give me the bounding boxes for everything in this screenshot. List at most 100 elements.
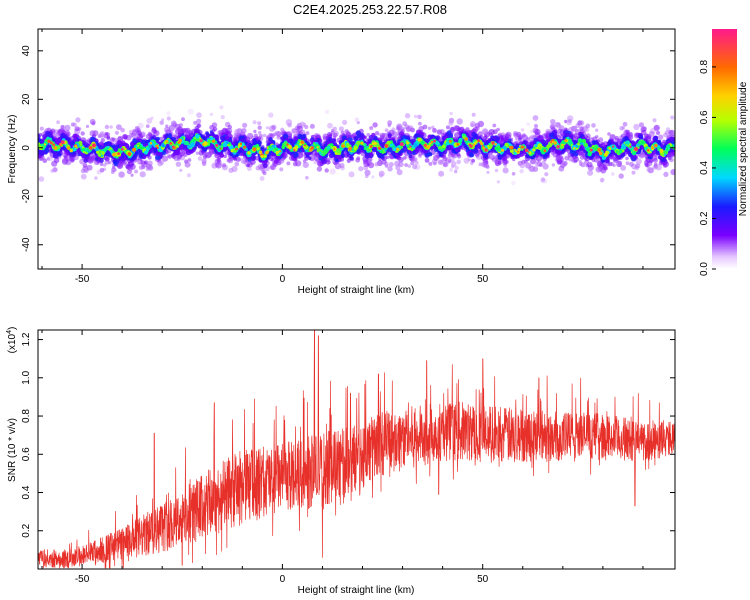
heatmap-cell xyxy=(173,155,180,161)
heatmap-cell xyxy=(50,169,54,173)
heatmap-cell xyxy=(100,137,106,143)
heatmap-cell xyxy=(449,167,454,172)
heatmap-cell xyxy=(196,118,202,124)
heatmap-cell xyxy=(253,129,257,133)
heatmap-cell xyxy=(138,165,144,171)
heatmap-cell xyxy=(282,133,289,139)
heatmap-cell xyxy=(143,160,149,165)
heatmap-cell xyxy=(214,162,220,168)
heatmap-cell xyxy=(511,180,516,186)
heatmap-cell xyxy=(187,158,192,162)
heatmap-cell xyxy=(391,131,398,138)
heatmap-cell xyxy=(619,126,624,131)
heatmap-cell xyxy=(475,153,480,158)
heatmap-cell xyxy=(571,158,576,163)
heatmap-cell xyxy=(639,152,645,158)
heatmap-cell xyxy=(579,126,584,131)
heatmap-cell xyxy=(259,176,265,181)
heatmap-cell xyxy=(139,171,146,178)
heatmap-cell xyxy=(80,168,86,174)
heatmap-cell xyxy=(47,155,53,162)
heatmap-cell xyxy=(56,120,60,125)
heatmap-cell xyxy=(528,141,533,146)
heatmap-cell xyxy=(502,167,509,174)
heatmap-cell xyxy=(97,157,101,161)
heatmap-cell xyxy=(123,134,128,140)
heatmap-cell xyxy=(118,171,125,178)
heatmap-cell xyxy=(483,163,488,168)
heatmap-cell xyxy=(373,135,378,140)
heatmap-cell xyxy=(567,119,572,123)
heatmap-cell xyxy=(664,130,670,136)
heatmap-cell xyxy=(371,175,375,179)
heatmap-cell xyxy=(404,124,410,130)
heatmap-cell xyxy=(544,172,549,177)
heatmap-cell xyxy=(82,163,88,168)
heatmap-cell xyxy=(528,165,535,172)
heatmap-cell xyxy=(396,169,403,176)
heatmap-cell xyxy=(338,126,344,132)
heatmap-cell xyxy=(99,133,104,137)
heatmap-cell xyxy=(364,169,371,176)
heatmap-cell xyxy=(184,161,191,168)
heatmap-cell xyxy=(432,127,437,133)
heatmap-cell xyxy=(341,154,345,159)
chart-title: C2E4.2025.253.22.57.R08 xyxy=(293,2,447,17)
heatmap-cell xyxy=(439,159,444,164)
heatmap-cell xyxy=(270,165,275,170)
heatmap-cell xyxy=(280,136,284,141)
heatmap-cell xyxy=(668,129,675,136)
heatmap-cell xyxy=(556,122,561,127)
heatmap-cell xyxy=(202,160,206,164)
heatmap-cell xyxy=(587,169,594,176)
heatmap-cell xyxy=(181,117,185,122)
heatmap-cell xyxy=(193,120,198,125)
heatmap-cell xyxy=(104,156,110,162)
heatmap-cell xyxy=(116,124,122,130)
heatmap-cell xyxy=(451,164,455,169)
heatmap-cell xyxy=(275,155,280,160)
heatmap-cell xyxy=(431,125,435,129)
heatmap-cell xyxy=(246,163,250,168)
heatmap-cell xyxy=(554,122,558,126)
heatmap-cell xyxy=(388,162,394,167)
heatmap-cell xyxy=(538,156,543,161)
heatmap-cell xyxy=(219,105,224,110)
heatmap-cell xyxy=(64,124,71,131)
heatmap-cell xyxy=(365,174,369,179)
heatmap-cell xyxy=(438,170,445,177)
heatmap-cell xyxy=(378,157,382,162)
heatmap-cell xyxy=(122,161,127,166)
heatmap-cell xyxy=(45,130,50,136)
heatmap-cell xyxy=(107,160,112,165)
heatmap-cell xyxy=(344,129,350,134)
heatmap-cell xyxy=(240,157,247,164)
heatmap-cell xyxy=(617,163,622,167)
heatmap-cell xyxy=(195,151,200,155)
heatmap-cell xyxy=(74,126,80,132)
heatmap-cell xyxy=(516,131,522,137)
heatmap-cell xyxy=(520,128,525,132)
heatmap-cell xyxy=(625,156,629,161)
heatmap-cell xyxy=(655,164,662,171)
heatmap-cell xyxy=(534,162,540,167)
heatmap-cell xyxy=(663,171,669,177)
heatmap-cells xyxy=(38,105,675,186)
heatmap-cell xyxy=(106,132,110,136)
heatmap-cell xyxy=(138,132,142,136)
heatmap-cell xyxy=(362,159,368,165)
heatmap-cell xyxy=(179,168,183,172)
heatmap-cell xyxy=(469,121,476,128)
heatmap-cell xyxy=(657,134,664,140)
heatmap-cell xyxy=(85,124,90,128)
heatmap-cell xyxy=(448,120,454,126)
heatmap-cell xyxy=(257,163,264,170)
heatmap-cell xyxy=(42,158,48,163)
heatmap-cell xyxy=(247,166,252,172)
heatmap-cell xyxy=(38,133,41,140)
heatmap-cell xyxy=(646,167,652,173)
heatmap-cell xyxy=(579,162,583,166)
heatmap-cell xyxy=(379,173,384,178)
